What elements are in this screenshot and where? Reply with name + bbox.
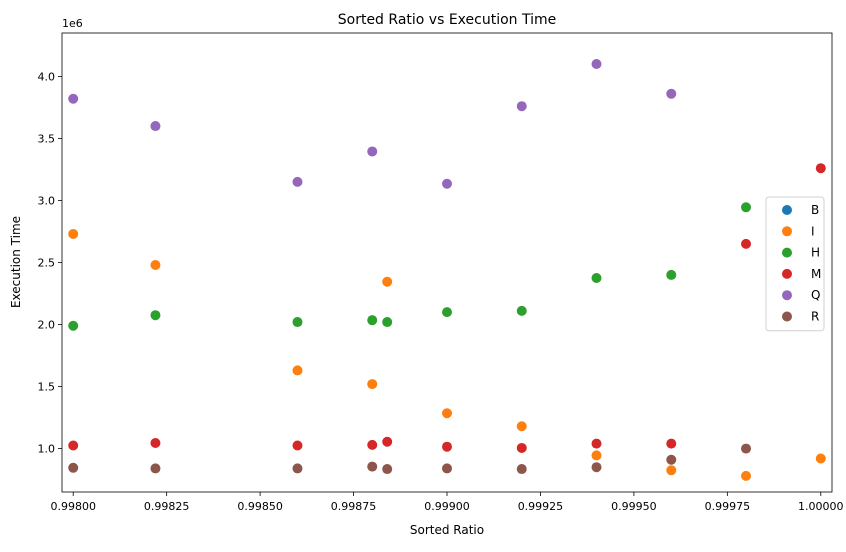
legend-marker-i [782,226,792,237]
data-point-q-4 [442,178,452,189]
legend-label-b: B [811,203,819,217]
data-point-m-10 [815,163,826,174]
legend-label-h: H [811,246,820,260]
data-point-i-3 [292,365,303,376]
data-point-m-8 [666,438,677,449]
data-point-r-9 [741,443,752,454]
legend-label-q: Q [811,288,820,302]
data-point-i-9 [741,470,752,481]
data-point-r-7 [591,462,602,473]
data-point-r-2 [382,464,393,475]
legend-marker-b [782,205,792,215]
y-axis-offset-label: 1e6 [62,17,83,30]
data-point-i-8 [666,465,677,476]
data-point-i-7 [591,450,602,461]
legend-marker-r [782,311,792,322]
data-point-r-5 [442,463,452,474]
x-tick-label: 0.99975 [705,500,751,513]
x-tick-label: 0.99900 [424,500,470,513]
y-tick-label: 2.0 [38,319,56,332]
data-point-h-1 [150,310,161,321]
data-point-i-1 [150,259,161,270]
data-point-i-0 [68,228,79,239]
data-point-m-3 [292,440,303,451]
legend-box [765,196,825,332]
y-tick-label: 1.5 [38,381,56,394]
legend-label-i: I [811,224,815,238]
data-point-m-2 [382,436,393,447]
legend-marker-h [782,247,792,258]
data-point-r-4 [367,461,378,472]
data-point-h-8 [666,269,677,280]
data-point-q-5 [516,101,527,112]
data-point-i-5 [442,408,452,419]
x-tick-label: 0.99825 [144,500,190,513]
y-tick-label: 1.0 [38,443,56,456]
x-tick-label: 0.99950 [611,500,657,513]
x-tick-label: 1.00000 [798,500,844,513]
data-point-q-6 [591,59,602,70]
data-point-m-0 [68,440,79,451]
data-point-h-5 [442,307,452,318]
data-point-m-5 [442,441,452,452]
data-point-h-6 [516,305,527,316]
data-point-q-2 [292,176,303,187]
data-point-i-2 [382,276,393,287]
data-point-r-8 [666,454,677,465]
y-tick-label: 2.5 [38,257,56,270]
data-point-r-6 [516,464,527,475]
data-point-r-1 [150,463,161,474]
data-point-i-10 [815,453,826,464]
data-point-m-1 [150,437,161,448]
data-point-r-0 [68,462,79,473]
data-point-m-4 [367,439,378,450]
x-axis-label: Sorted Ratio [410,523,484,537]
x-axis: 0.99800 0.99825 0.99850 0.99875 0.99900 0.999… [50,492,844,513]
data-point-i-4 [367,379,378,390]
data-point-q-7 [666,88,677,99]
x-tick-label: 0.99875 [331,500,377,513]
y-axis-label: Execution Time [9,216,23,308]
x-tick-label: 0.99850 [237,500,283,513]
points-layer [68,59,826,481]
legend-marker-q [782,290,792,301]
y-axis: 1.0 1.5 2.0 2.5 3.0 3.5 4.0 [38,70,62,456]
data-point-q-3 [367,146,378,157]
data-point-h-9 [741,202,752,213]
legend-label-r: R [811,310,819,324]
data-point-q-0 [68,93,79,104]
data-point-h-0 [68,320,79,331]
data-point-i-6 [516,421,527,432]
data-point-m-6 [516,442,527,453]
data-point-q-1 [150,121,161,132]
y-tick-label: 4.0 [38,70,56,83]
data-point-h-2 [382,317,393,328]
x-tick-label: 0.99800 [50,500,96,513]
data-point-m-9 [741,238,752,249]
legend-marker-m [782,268,792,279]
legend-label-m: M [811,267,821,281]
data-point-h-3 [292,317,303,328]
x-tick-label: 0.99925 [518,500,564,513]
data-point-h-4 [367,315,378,326]
data-point-r-3 [292,463,303,474]
data-point-m-7 [591,438,602,449]
plot-area-frame [61,32,833,493]
y-tick-label: 3.5 [38,132,56,145]
data-point-h-7 [591,273,602,284]
chart-title: Sorted Ratio vs Execution Time [338,12,556,28]
y-tick-label: 3.0 [38,194,56,207]
